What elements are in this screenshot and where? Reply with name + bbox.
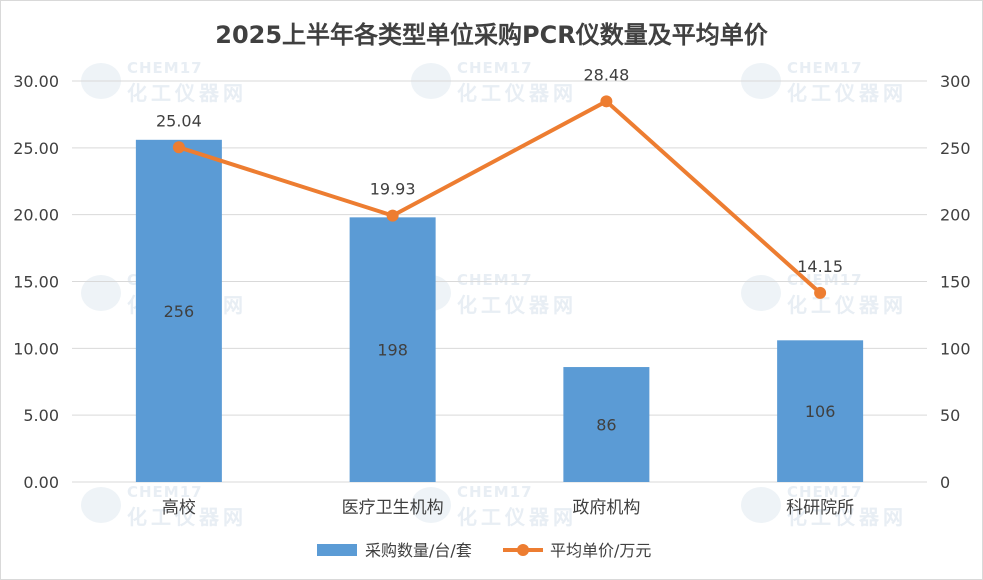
- line-point: [600, 95, 613, 108]
- bar: [349, 217, 436, 482]
- bar: [563, 367, 650, 482]
- line-point: [172, 141, 185, 154]
- bar-data-label: 198: [377, 341, 408, 360]
- bar-data-label: 106: [805, 402, 836, 421]
- line-point: [814, 286, 827, 299]
- bar: [135, 139, 222, 482]
- y-right-tick-label: 0: [940, 473, 950, 492]
- line-series: [178, 99, 822, 295]
- bar: [777, 340, 864, 482]
- y-right-tick-label: 200: [940, 206, 971, 225]
- y-right-tick-label: 50: [940, 406, 960, 425]
- y-right-tick-label: 300: [940, 72, 971, 91]
- line-data-label: 28.48: [583, 65, 629, 84]
- y-right-tick-label: 250: [940, 139, 971, 158]
- x-tick-label: 医疗卫生机构: [342, 498, 444, 518]
- y-left-tick-label: 20.00: [13, 206, 59, 225]
- line-data-label: 19.93: [370, 180, 416, 199]
- y-left-tick-label: 25.00: [13, 139, 59, 158]
- chart-title: 2025上半年各类型单位采购PCR仪数量及平均单价: [215, 21, 768, 49]
- y-left-tick-label: 0.00: [23, 473, 59, 492]
- y-left-tick-label: 10.00: [13, 339, 59, 358]
- legend-bar-swatch: [317, 544, 357, 556]
- legend-line-label: 平均单价/万元: [550, 541, 651, 560]
- x-tick-label: 政府机构: [572, 498, 640, 518]
- line-data-label: 25.04: [156, 111, 202, 130]
- y-left-tick-label: 15.00: [13, 273, 59, 292]
- bar-data-label: 86: [596, 416, 616, 435]
- legend-line-marker: [517, 544, 529, 556]
- line-point: [386, 209, 399, 222]
- y-left-tick-label: 30.00: [13, 72, 59, 91]
- legend-bar-label: 采购数量/台/套: [365, 541, 472, 560]
- line-data-label: 14.15: [797, 257, 843, 276]
- y-left-tick-label: 5.00: [23, 406, 59, 425]
- y-right-tick-label: 100: [940, 339, 971, 358]
- y-right-tick-label: 150: [940, 273, 971, 292]
- x-tick-label: 高校: [162, 498, 196, 518]
- x-tick-label: 科研院所: [786, 498, 854, 518]
- bar-data-label: 256: [164, 302, 195, 321]
